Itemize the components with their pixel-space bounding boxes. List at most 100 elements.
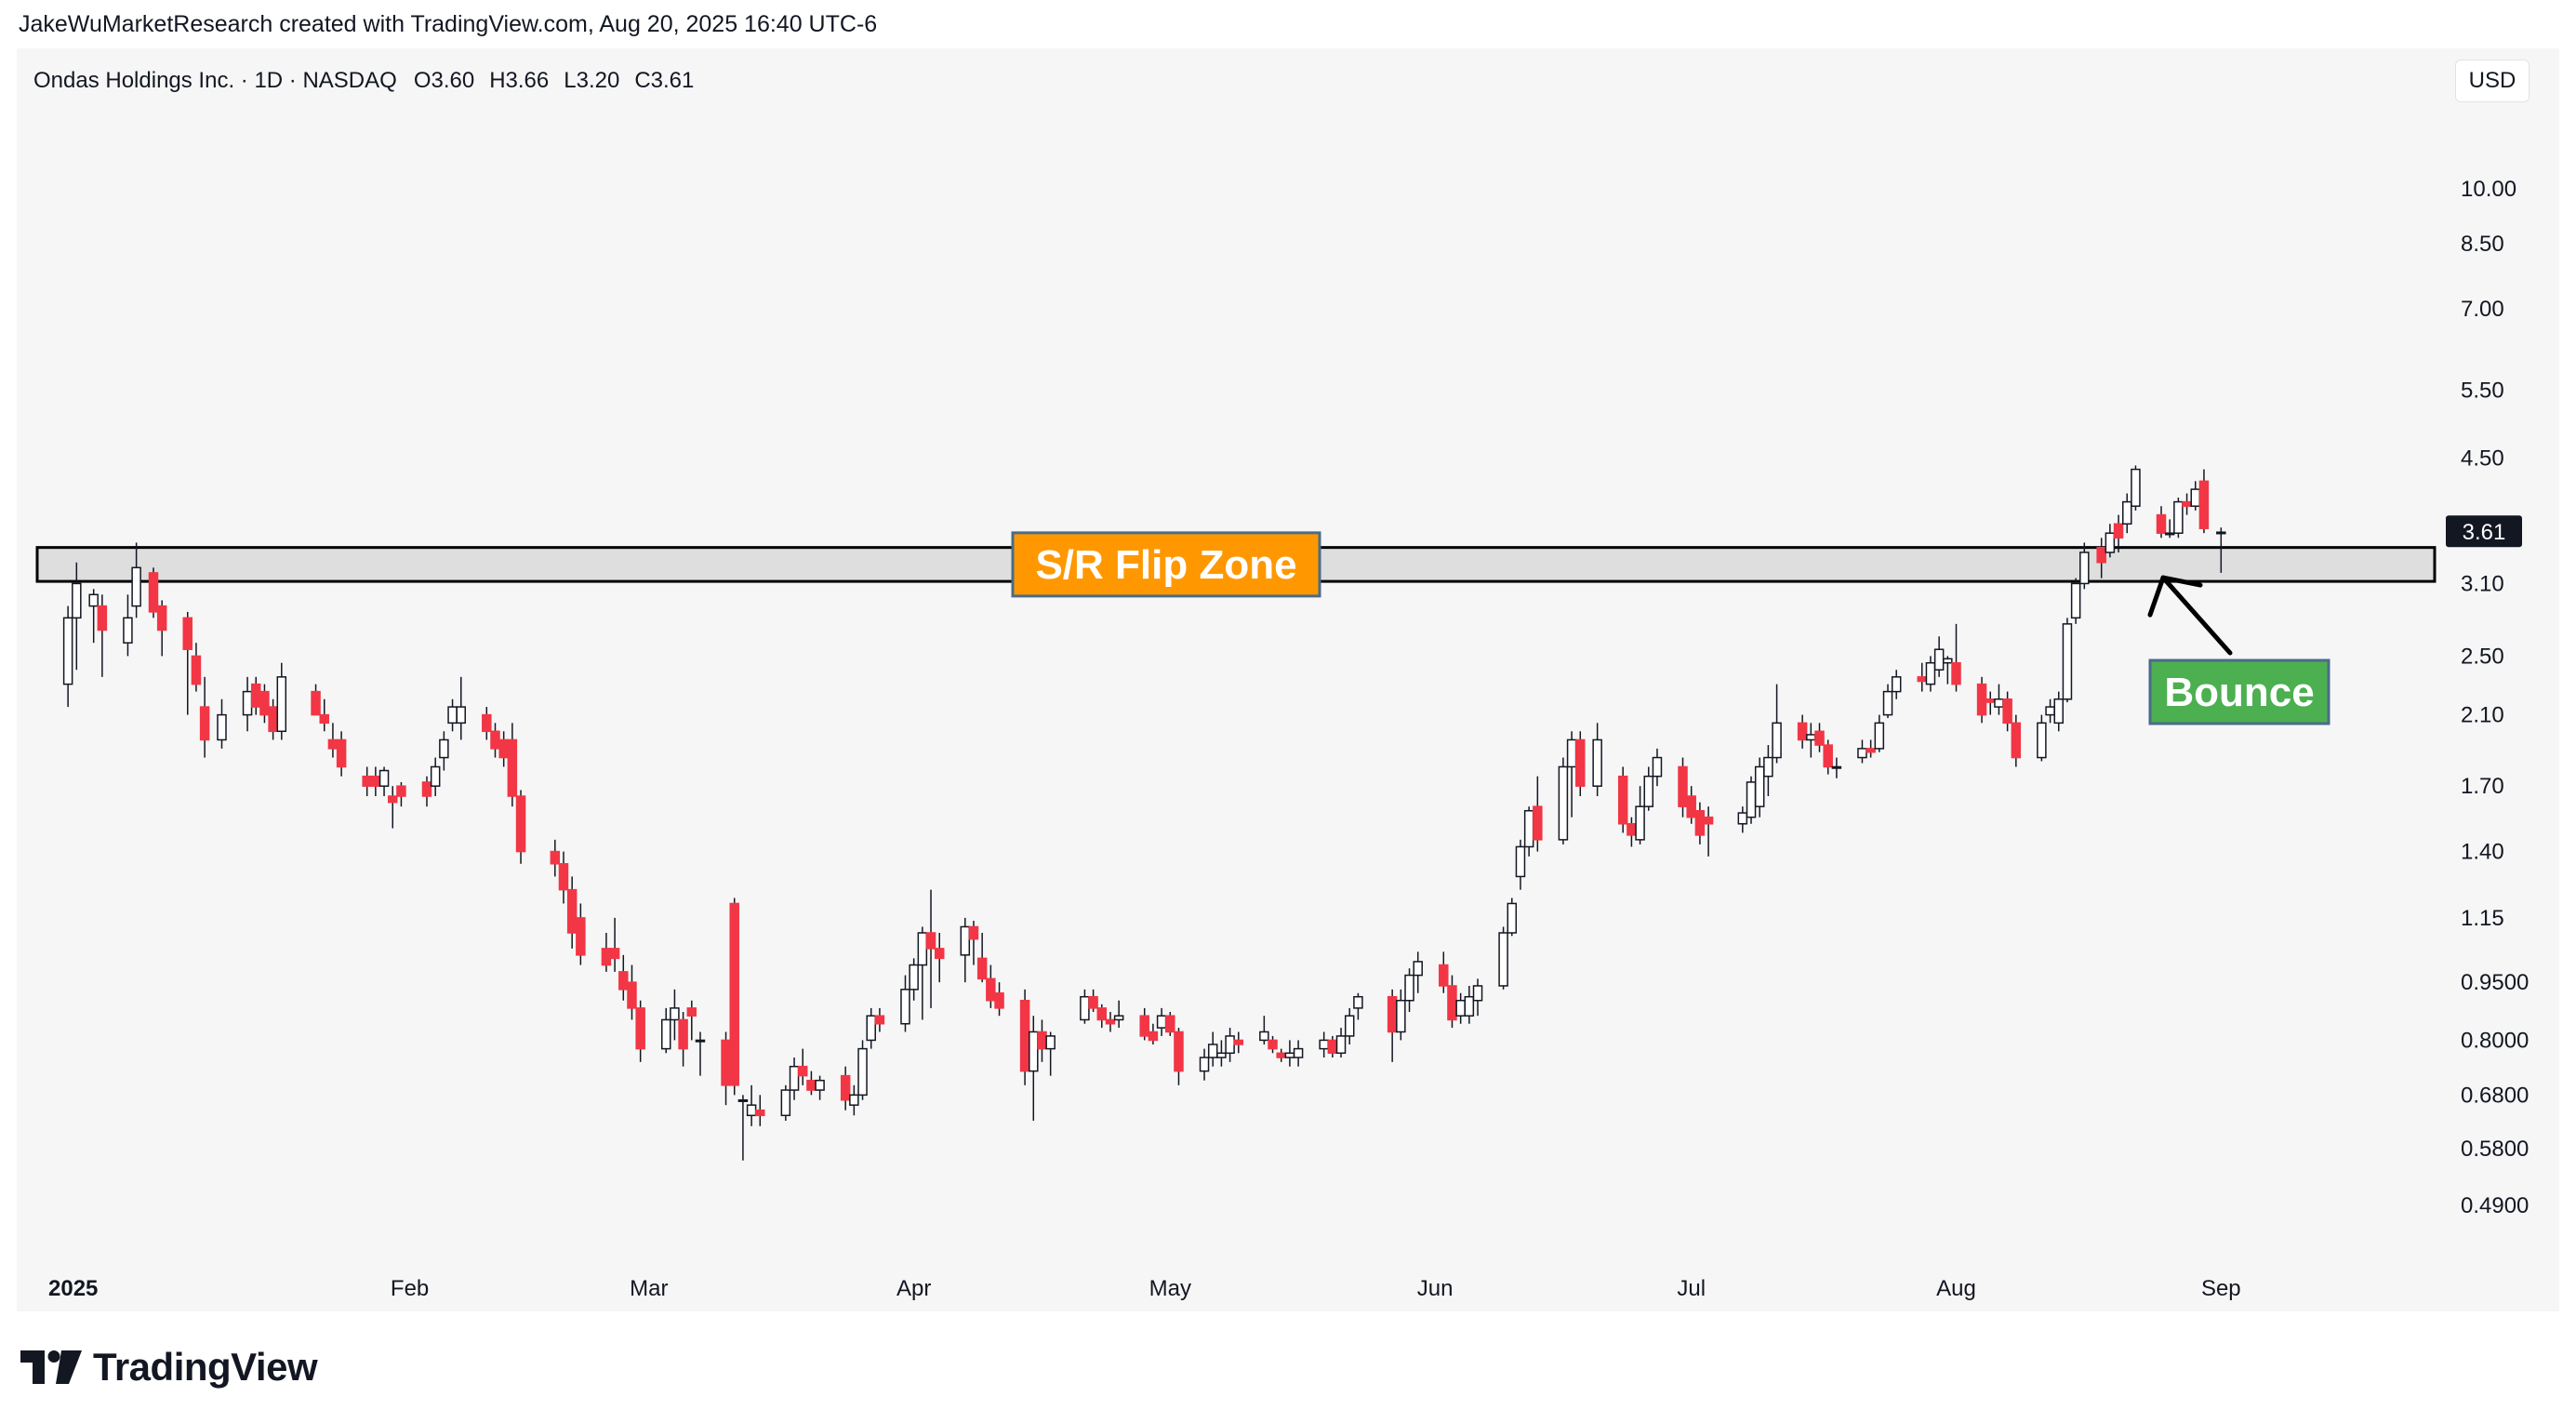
candle [1943, 656, 1953, 685]
candle [1575, 731, 1586, 797]
tradingview-logo-icon [20, 1350, 82, 1384]
candle [1694, 802, 1706, 844]
candle [1891, 670, 1902, 699]
sr-flip-zone-label[interactable]: S/R Flip Zone [1011, 531, 1321, 598]
candle [1207, 1031, 1218, 1067]
candle [447, 698, 458, 732]
candle [1746, 776, 1757, 824]
candle [490, 723, 500, 758]
candle [737, 1095, 749, 1161]
candle [378, 766, 390, 797]
candle [1652, 748, 1663, 787]
y-tick-label: 7.00 [2461, 297, 2504, 322]
candle [2182, 493, 2192, 515]
candle [1353, 992, 1363, 1020]
candle [1566, 731, 1577, 818]
candlestick-chart[interactable]: S/R Flip Zone Bounce 10.00 8.50 7.00 5.50 4.5… [17, 48, 2559, 1311]
candle [746, 1084, 757, 1126]
candle [123, 594, 133, 657]
candle [1233, 1031, 1244, 1054]
candle [131, 542, 141, 618]
candle [1199, 1048, 1210, 1081]
x-tick-label: Jul [1677, 1276, 1706, 1301]
candle [635, 1000, 645, 1062]
candle [789, 1057, 800, 1100]
candle [62, 605, 73, 708]
x-tick-label: Jun [1417, 1276, 1454, 1301]
candle [1515, 839, 1526, 890]
tradingview-wordmark: TradingView [93, 1345, 318, 1389]
candle [1533, 776, 1543, 852]
candle [276, 662, 287, 740]
candle [1105, 1012, 1116, 1032]
candle [1797, 714, 1808, 749]
candle [1139, 1007, 1149, 1041]
candle [515, 790, 526, 864]
candle [191, 643, 202, 692]
candle [1627, 817, 1637, 847]
candle [2079, 542, 2090, 590]
candle [1933, 636, 1945, 677]
candle [456, 676, 466, 740]
candle [1635, 786, 1645, 844]
candle [968, 921, 979, 965]
currency-button[interactable]: USD [2455, 60, 2530, 102]
candle [840, 1066, 851, 1110]
bounce-label[interactable]: Bounce [2148, 658, 2330, 725]
chart-panel[interactable]: S/R Flip Zone Bounce 10.00 8.50 7.00 5.50 4.5… [17, 48, 2559, 1311]
candle [558, 851, 569, 904]
candle [1976, 676, 1987, 724]
candle [1857, 739, 1867, 764]
ohlc-low: L3.20 [564, 68, 619, 93]
x-tick-label: Feb [391, 1276, 429, 1301]
candle [1045, 1031, 1056, 1076]
candle [686, 1000, 697, 1041]
tradingview-logo[interactable]: TradingView [20, 1339, 318, 1395]
y-tick-label: 1.15 [2461, 906, 2504, 931]
candle [1866, 739, 1876, 758]
candle [1259, 1016, 1269, 1044]
candle [976, 932, 988, 983]
candle [439, 731, 449, 771]
last-price-text: 3.61 [2463, 520, 2506, 545]
candle [1985, 691, 1996, 715]
candle [660, 1007, 671, 1054]
candle [806, 1071, 817, 1096]
bounce-text: Bounce [2164, 670, 2314, 715]
candle [1396, 989, 1406, 1041]
candle [1951, 623, 1961, 692]
candle [1498, 926, 1508, 990]
candle [2131, 465, 2141, 511]
candle [618, 954, 629, 1001]
candle [2062, 618, 2073, 703]
candle [1874, 714, 1885, 752]
candle [1165, 1012, 1175, 1036]
ohlc-open: O3.60 [414, 68, 474, 93]
candle [566, 876, 578, 949]
candle [319, 698, 329, 732]
candle [1507, 898, 1518, 937]
candle [1994, 684, 2004, 715]
candle [857, 1040, 868, 1100]
candle [1703, 806, 1714, 857]
chart-caption: JakeWuMarketResearch created with Tradin… [19, 11, 878, 37]
candle [797, 1048, 808, 1085]
candle [1019, 989, 1030, 1085]
candle [396, 781, 406, 807]
candle [1327, 1035, 1338, 1058]
candle [1763, 745, 1773, 797]
candle [250, 676, 261, 715]
symbol-title[interactable]: Ondas Holdings Inc. · 1D · NASDAQ [33, 68, 397, 93]
candle [1387, 989, 1398, 1062]
candle [849, 1084, 859, 1116]
candle [627, 964, 637, 1020]
candle [550, 839, 561, 877]
x-tick-label: Mar [630, 1276, 668, 1301]
candle [2053, 691, 2065, 732]
candle [874, 1007, 885, 1032]
x-tick-label: Sep [2201, 1276, 2241, 1301]
y-tick-label: 0.8000 [2461, 1028, 2529, 1053]
candle [721, 1031, 731, 1106]
candle [242, 676, 253, 732]
candle [609, 917, 620, 972]
